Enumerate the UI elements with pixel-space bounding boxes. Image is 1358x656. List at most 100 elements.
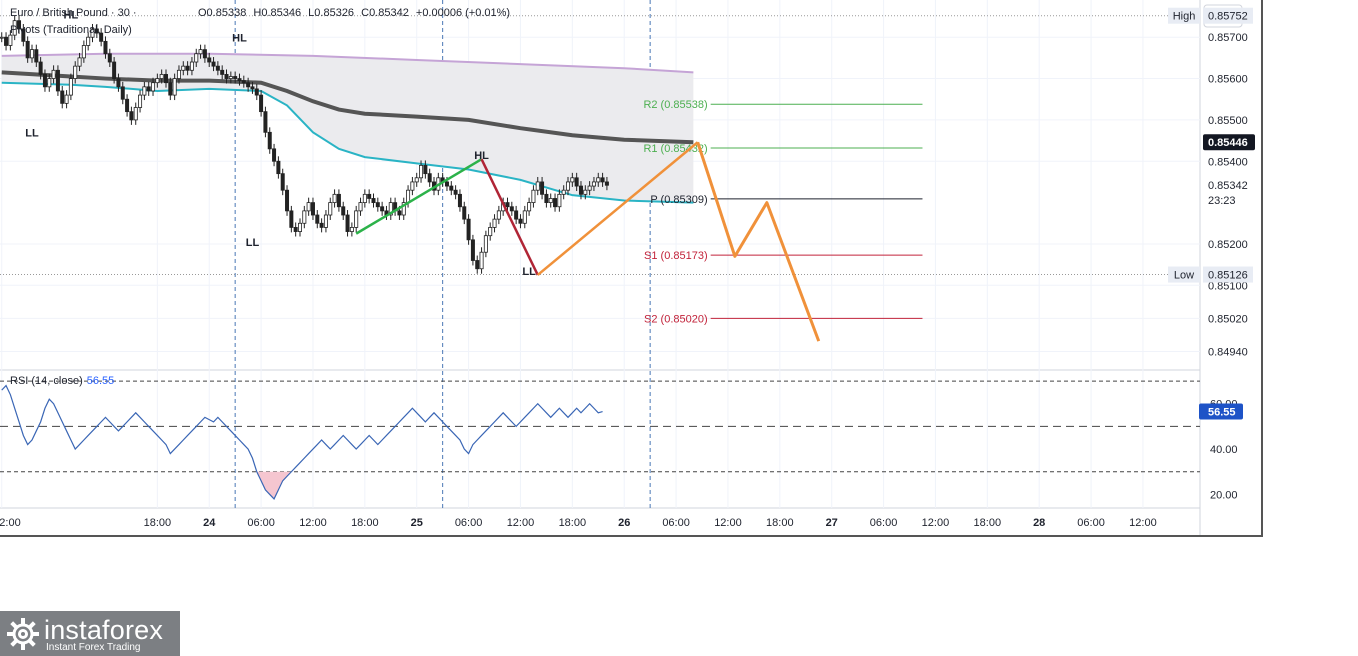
candle-body	[73, 65, 78, 79]
rsi-tick-label: 20.00	[1210, 489, 1238, 501]
close-value: C0.85342	[361, 7, 409, 19]
candle-body	[267, 131, 272, 150]
price-chart[interactable]: R2 (0.85538)R1 (0.85432)P (0.85309)S1 (0…	[0, 0, 1263, 537]
candle-body	[99, 32, 104, 42]
price-axis[interactable]: GBP0.857000.856000.855000.854000.852000.…	[1168, 4, 1255, 501]
candle-body	[185, 65, 190, 71]
candle-body	[176, 69, 181, 79]
lower-band-line	[1, 81, 694, 204]
candle-body	[341, 206, 346, 216]
candle-body	[120, 86, 125, 100]
low-tag-value-bg	[1203, 266, 1253, 283]
candle-body	[401, 202, 406, 216]
time-tick-label: 18:00	[974, 517, 1002, 529]
candle-body	[241, 80, 246, 84]
candle-body	[189, 61, 194, 71]
candle-body	[215, 65, 220, 71]
rsi-oversold-fill	[256, 471, 292, 499]
swing-labels: HL HL LL LL HL LL	[25, 10, 536, 278]
candle-body	[561, 189, 566, 195]
up-trend-line	[355, 158, 483, 235]
candle-body	[194, 53, 199, 63]
upper-band-line	[1, 52, 694, 74]
candle-body	[38, 61, 43, 75]
candle-body	[181, 65, 186, 71]
candle-body	[332, 193, 337, 204]
price-tick-label: 0.85400	[1208, 156, 1248, 168]
candle-body	[310, 202, 315, 216]
candle-body	[527, 202, 532, 212]
candle-body	[259, 94, 264, 113]
candle-body	[591, 181, 596, 187]
candle-body	[142, 86, 147, 96]
time-tick-label: 06:00	[247, 517, 275, 529]
lower-band-fill	[1, 72, 694, 203]
candle-body	[163, 74, 168, 84]
candle-body	[345, 214, 350, 232]
candle-body	[315, 214, 320, 224]
gear-icon	[7, 618, 39, 650]
candle-body	[475, 260, 480, 270]
candle-body	[323, 214, 328, 228]
candle-body	[522, 210, 527, 224]
candle-body	[60, 90, 65, 104]
candle-body	[293, 227, 298, 232]
candle-body	[129, 111, 134, 121]
candle-body	[103, 40, 108, 55]
time-axis[interactable]: 2:00 18:00 24 06:00 12:00 18:00 25 06:00 12:00 18…	[0, 517, 1157, 529]
high-tag-value: 0.85752	[1208, 11, 1248, 23]
candle-body	[211, 61, 216, 67]
candle-body	[47, 78, 52, 88]
candle-body	[470, 239, 475, 261]
low-value: L0.85326	[308, 7, 355, 19]
candle-body	[319, 222, 324, 228]
rsi-value: 56.55	[86, 375, 115, 387]
candle-body	[202, 49, 207, 59]
candle-body	[233, 76, 238, 79]
candle-body	[578, 185, 583, 195]
candle-body	[544, 193, 549, 204]
time-tick-label: 12:00	[299, 517, 327, 529]
swing-label: HL	[64, 10, 79, 22]
time-tick-label: 12:00	[922, 517, 950, 529]
candle-body	[496, 210, 501, 220]
price-tick-label: 0.85200	[1208, 239, 1248, 251]
candle-body	[237, 78, 242, 82]
time-tick-label: 12:00	[507, 517, 535, 529]
swing-label: HL	[474, 150, 489, 162]
price-tick-label: 0.85600	[1208, 74, 1248, 86]
candle-body	[172, 78, 177, 96]
low-tag-value: 0.85126	[1208, 270, 1248, 282]
candle-body	[354, 210, 359, 228]
candle-body	[548, 198, 553, 204]
symbol-title[interactable]: Euro / British Pound · 30 ·	[10, 7, 137, 19]
pivot-label: S1 (0.85173)	[644, 250, 708, 262]
candle-body	[358, 202, 363, 212]
candle-body	[362, 193, 367, 204]
rsi-name: RSI (14, close)	[10, 375, 83, 387]
current-price-value: 0.85446	[1208, 137, 1248, 149]
candle-body	[250, 86, 255, 90]
time-tick-label: 2:00	[0, 517, 21, 529]
candle-body	[224, 74, 229, 79]
rsi-indicator-label[interactable]: RSI (14, close) 56.55	[10, 375, 114, 387]
high-tag-bg	[1168, 7, 1200, 24]
candle-body	[220, 69, 225, 75]
candle-body	[410, 181, 415, 191]
time-tick-label: 18:00	[144, 517, 172, 529]
rsi-value-tag-text: 56.55	[1208, 407, 1236, 419]
candle-body	[272, 148, 277, 162]
swing-label: HL	[232, 32, 247, 44]
time-tick-label: 12:00	[714, 517, 742, 529]
rsi-value-tag	[1199, 403, 1243, 420]
pivots-indicator-label[interactable]: Pivots (Traditional, Daily)	[10, 24, 132, 36]
candle-body	[414, 177, 419, 183]
candle-body	[125, 98, 130, 113]
candle-body	[107, 53, 112, 63]
candle-body	[596, 177, 601, 183]
time-tick-label: 27	[826, 517, 838, 529]
candle-body	[518, 218, 523, 224]
candle-body	[276, 160, 281, 175]
swing-label: LL	[522, 266, 536, 278]
candle-body	[94, 28, 99, 34]
